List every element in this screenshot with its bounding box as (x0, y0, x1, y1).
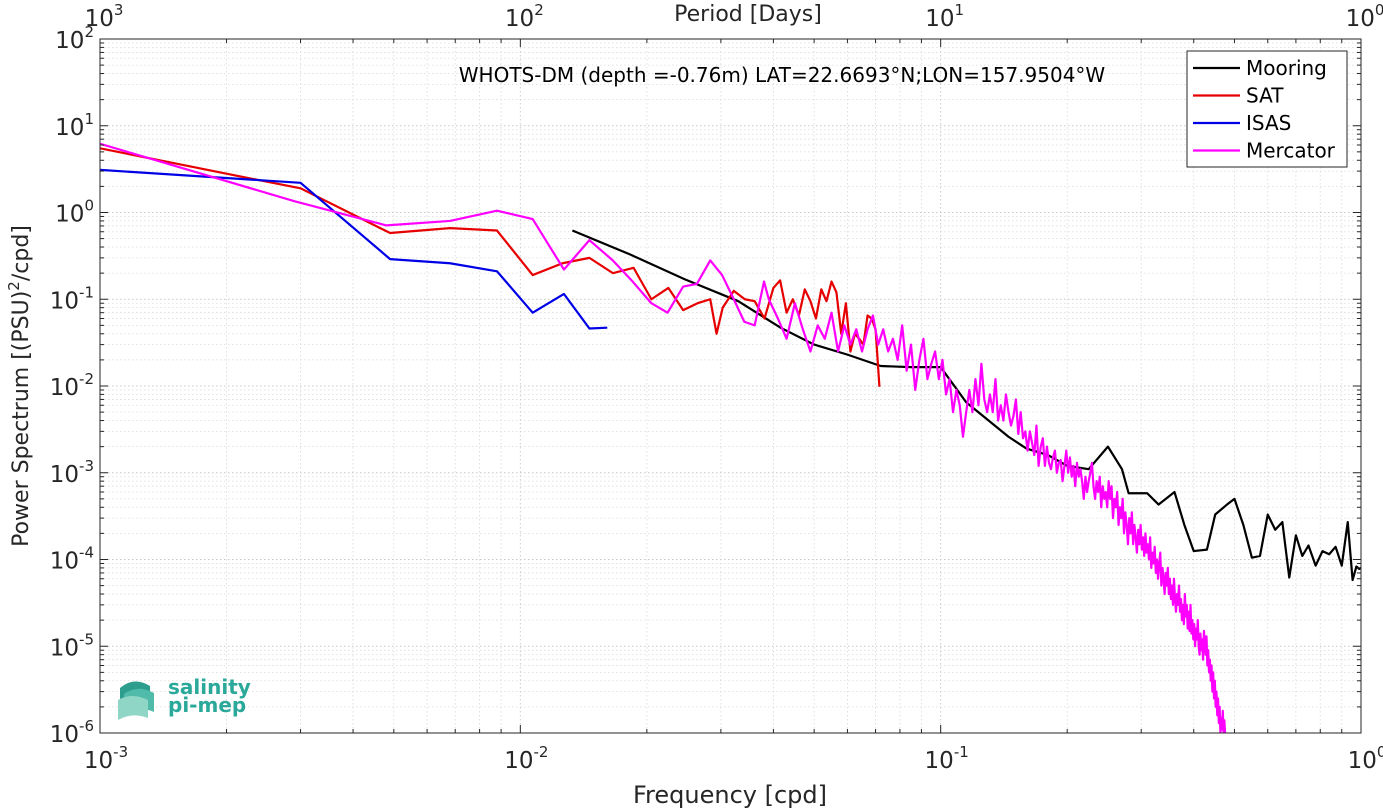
series-line-mooring (571, 229, 1361, 582)
y-tick-label: 101 (55, 110, 94, 141)
y-tick-label: 100 (55, 197, 94, 228)
logo-line-2: pi-mep (168, 693, 246, 717)
y-tick-label: 10-3 (50, 457, 94, 488)
series-line-isas (100, 168, 608, 330)
y-axis-label-tail: /cpd] (9, 225, 34, 281)
x-tick-label: 10-2 (504, 743, 548, 774)
legend-box (1186, 50, 1348, 168)
x-tick-label: 10-1 (925, 743, 969, 774)
tick-marks (99, 38, 1362, 734)
y-tick-label: 10-6 (50, 717, 94, 748)
top-tick-label: 102 (505, 1, 544, 32)
top-tick-label: 101 (925, 1, 964, 32)
y-tick-label: 102 (55, 23, 94, 54)
y-axis-label: Power Spectrum [(PSU)2/cpd] (5, 225, 34, 547)
chart-title: WHOTS-DM (depth =-0.76m) LAT=22.6693°N;L… (459, 63, 1106, 87)
x-tick-label: 10-3 (84, 743, 128, 774)
y-tick-label: 10-5 (50, 630, 94, 661)
top-tick-label: 103 (85, 1, 124, 32)
x-axis-label: Frequency [cpd] (633, 781, 827, 809)
y-axis-label-main: Power Spectrum [(PSU) (9, 291, 34, 547)
y-tick-label: 10-1 (50, 283, 94, 314)
y-axis-label-superscript: 2 (5, 281, 23, 291)
plot-background (100, 39, 1361, 733)
legend-label-isas: ISAS (1246, 111, 1291, 135)
series-line-mercator (100, 142, 1227, 733)
legend: Mooring SAT ISAS Mercator (1186, 50, 1348, 168)
salinity-pi-mep-logo: salinity pi-mep (118, 675, 251, 720)
legend-label-sat: SAT (1246, 84, 1284, 108)
top-axis-label: Period [Days] (674, 2, 822, 27)
x-tick-label: 100 (1348, 743, 1383, 774)
y-tick-label: 10-4 (50, 544, 94, 575)
logo-line-1: salinity (168, 675, 251, 699)
legend-label-mercator: Mercator (1246, 139, 1336, 163)
y-tick-label: 10-2 (50, 370, 94, 401)
series-layer (100, 142, 1361, 733)
waves-icon (118, 681, 154, 720)
legend-label-mooring: Mooring (1246, 56, 1327, 80)
top-tick-label: 100 (1346, 1, 1383, 32)
